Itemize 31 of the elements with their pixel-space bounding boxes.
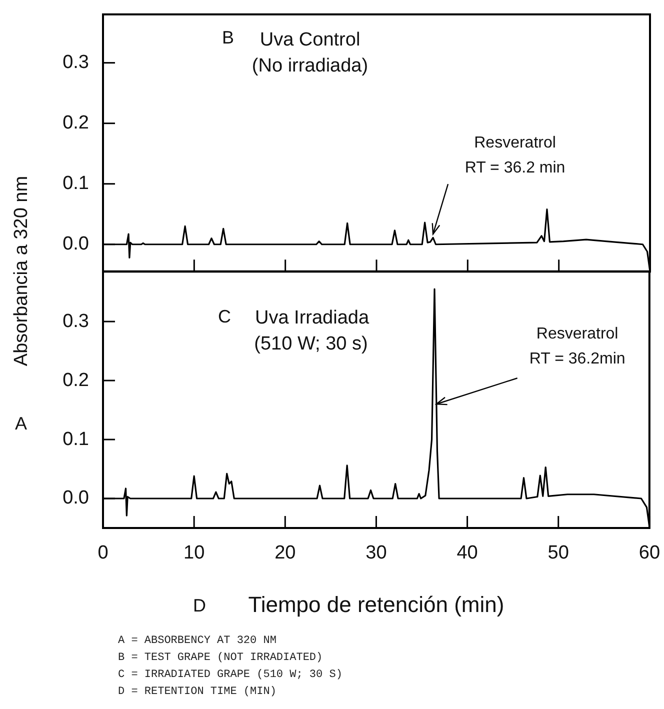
- annotation: Uva Irradiada: [254, 308, 370, 329]
- x-axis-title: Tiempo de retención (min): [248, 592, 504, 617]
- y-tick-label: 0.0: [62, 488, 89, 509]
- y-tick-label: 0.3: [62, 310, 89, 332]
- text: A: [15, 413, 28, 434]
- annotation: (510 W; 30 s): [254, 334, 368, 355]
- x-tick-label: 50: [548, 542, 569, 564]
- x-tick-label: 10: [184, 542, 205, 564]
- y-tick-label: 0.3: [62, 52, 89, 74]
- text: C = IRRADIATED GRAPE (510 W; 30 S): [118, 668, 342, 683]
- y-tick-label: 0.1: [62, 173, 89, 194]
- x-tick-label: 60: [638, 542, 660, 564]
- y-tick-label: 0.2: [62, 112, 89, 134]
- x-tick-label: 20: [274, 542, 296, 564]
- text: D: [193, 595, 206, 616]
- annotation: B: [222, 27, 234, 48]
- y-tick-label: 0.0: [62, 234, 89, 255]
- y-axis-title: Absorbancia a 320 nm: [11, 176, 33, 366]
- text: D = RETENTION TIME (MIN): [118, 685, 278, 700]
- annotation: Resveratrol RT = 36.2min: [529, 326, 626, 368]
- x-tick-label: 30: [366, 542, 387, 564]
- x-tick-label: 40: [456, 542, 478, 564]
- annotation: Resveratrol RT = 36.2 min: [464, 134, 566, 176]
- x-tick-label: 0: [98, 542, 108, 564]
- annotation: C: [218, 306, 231, 326]
- annotation: Uva Control: [260, 30, 360, 51]
- y-tick-label: 0.1: [62, 428, 89, 450]
- annotation: (No irradiada): [252, 56, 368, 77]
- text: B = TEST GRAPE (NOT IRRADIATED): [118, 651, 324, 666]
- text: A = ABSORBENCY AT 320 NM: [118, 634, 278, 649]
- y-tick-label: 0.2: [62, 370, 89, 391]
